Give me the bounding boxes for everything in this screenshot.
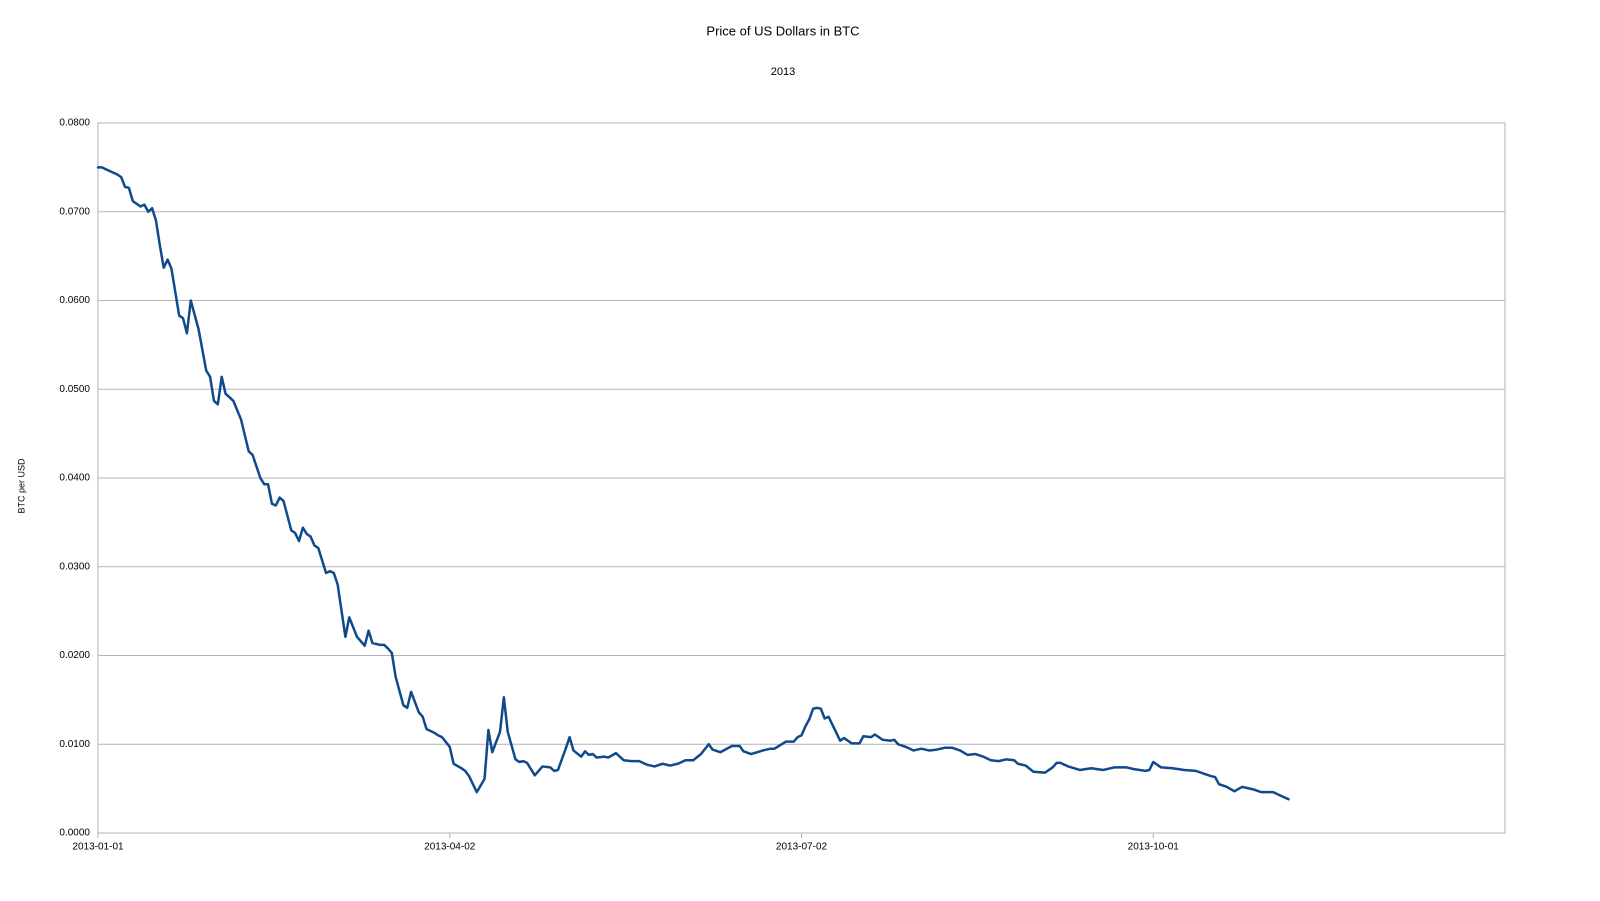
y-tick-label: 0.0600 xyxy=(59,295,90,306)
x-tick-label: 2013-04-02 xyxy=(424,842,476,853)
y-tick-label: 0.0200 xyxy=(59,650,90,661)
chart-title: Price of US Dollars in BTC xyxy=(706,23,859,38)
x-tick-label: 2013-01-01 xyxy=(72,842,124,853)
y-tick-label: 0.0800 xyxy=(59,118,90,129)
data-line xyxy=(96,166,1290,801)
x-tick-label: 2013-10-01 xyxy=(1128,842,1180,853)
chart-subtitle: 2013 xyxy=(771,66,795,78)
y-tick-label: 0.0000 xyxy=(59,828,90,839)
y-axis-label: BTC per USD xyxy=(16,458,26,514)
x-tick-label: 2013-07-02 xyxy=(776,842,828,853)
y-tick-label: 0.0500 xyxy=(59,384,90,395)
y-tick-label: 0.0300 xyxy=(59,561,90,572)
y-tick-label: 0.0400 xyxy=(59,473,90,484)
y-tick-label: 0.0700 xyxy=(59,206,90,217)
y-tick-label: 0.0100 xyxy=(59,739,90,750)
